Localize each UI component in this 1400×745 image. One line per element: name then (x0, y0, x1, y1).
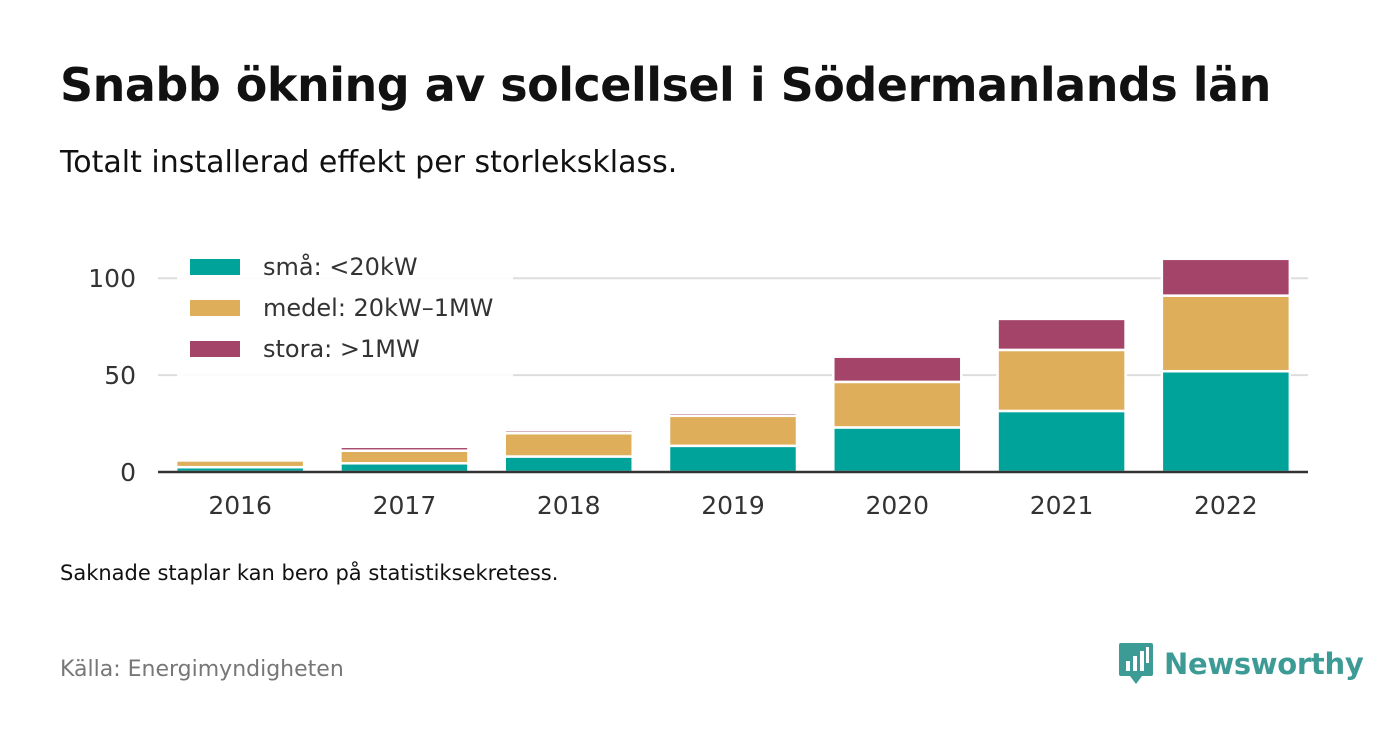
bar-segment (339, 449, 470, 465)
bar-segment (667, 414, 799, 448)
bar-segment (667, 411, 799, 418)
source-text: Källa: Energimyndigheten (60, 657, 344, 682)
chart-title: Snabb ökning av solcellsel i Södermanlan… (60, 58, 1271, 112)
y-tick-label: 0 (120, 458, 136, 487)
legend: små: <20kW medel: 20kW–1MW stora: >1MW (177, 250, 513, 378)
legend-swatch (190, 341, 240, 357)
chart-subtitle: Totalt installerad effekt per storlekskl… (60, 145, 678, 180)
bar-segment (1160, 257, 1292, 297)
y-tick-label: 50 (104, 361, 136, 390)
y-tick-label: 100 (88, 264, 136, 293)
footnote: Saknade staplar kan bero på statistiksek… (60, 561, 559, 585)
legend-label: stora: >1MW (263, 335, 420, 363)
bar-segment (503, 429, 634, 435)
bar-segment (174, 458, 306, 462)
bars (174, 257, 1292, 474)
bar-segment (832, 426, 963, 474)
legend-swatch (190, 259, 240, 275)
newsworthy-icon (1119, 643, 1153, 684)
x-tick-label: 2016 (208, 491, 272, 520)
x-tick-label: 2018 (537, 491, 601, 520)
bar-segment (996, 409, 1127, 474)
brand-logo: Newsworthy (1118, 640, 1364, 688)
bar-segment (996, 317, 1127, 352)
x-tick-label: 2022 (1194, 491, 1258, 520)
bar-segment (503, 455, 634, 474)
x-tick-label: 2017 (373, 491, 437, 520)
stacked-bar-chart: 0 50 100 2016 2017 2018 2019 2020 2021 2022 små:… (88, 250, 1308, 520)
bar-segment (1160, 294, 1292, 373)
x-tick-label: 2021 (1030, 491, 1094, 520)
x-tick-label: 2020 (865, 491, 929, 520)
legend-swatch (190, 300, 240, 316)
x-axis-ticks: 2016 2017 2018 2019 2020 2021 2022 (208, 491, 1257, 520)
legend-label: små: <20kW (263, 252, 418, 281)
legend-label: medel: 20kW–1MW (263, 294, 493, 322)
x-tick-label: 2019 (701, 491, 765, 520)
bar-segment (339, 445, 470, 452)
y-axis-ticks: 0 50 100 (88, 264, 136, 487)
bar-segment (667, 444, 799, 474)
bar-segment (1160, 369, 1292, 474)
bar-segment (339, 462, 470, 474)
bar-segment (503, 431, 634, 458)
bar-segment (832, 380, 963, 429)
brand-name: Newsworthy (1164, 647, 1364, 681)
bar-segment (996, 348, 1127, 413)
bar-segment (832, 355, 963, 384)
